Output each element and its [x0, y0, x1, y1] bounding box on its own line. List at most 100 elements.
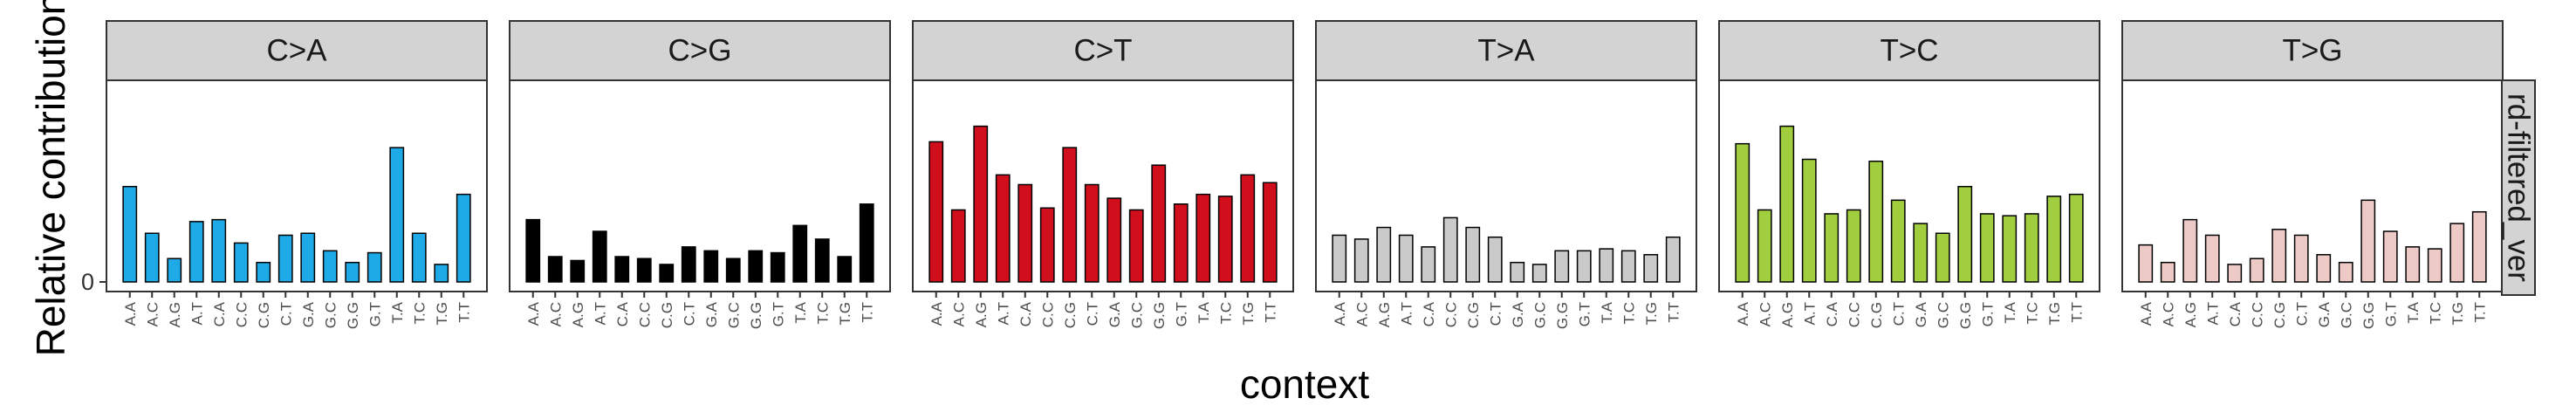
x-tick-label: T.T: [1262, 302, 1278, 323]
x-tick-label: A.C: [1353, 302, 1370, 326]
bar-G.A: [1913, 223, 1929, 283]
bar-G.G: [1151, 164, 1167, 283]
strip-label: C>G: [668, 34, 732, 68]
x-tick-label: G.G: [1554, 302, 1571, 329]
facet-panels: C>A A.A A.C A.G A.T C.A C.C C.G C.T G.A G.C G.G G.T T…: [106, 20, 2504, 329]
bar-G.G: [1554, 250, 1570, 283]
x-tick-label: A.G: [973, 302, 990, 327]
bar-C.A: [2227, 264, 2243, 283]
x-tick-label: A.G: [1779, 302, 1796, 327]
strip-label: C>A: [266, 34, 327, 68]
bar-T.C: [1620, 250, 1636, 283]
x-tick-label: T.T: [456, 302, 472, 323]
x-tick-label: T.C: [1620, 302, 1637, 325]
strip-label: C>T: [1073, 34, 1132, 68]
x-tick-label: T.C: [814, 302, 831, 325]
bar-T.T: [2068, 193, 2084, 283]
x-tick-label: T.T: [2068, 302, 2085, 323]
bar-G.G: [2360, 199, 2376, 283]
x-tick-label: C.A: [2227, 301, 2244, 326]
bar-G.A: [2316, 254, 2332, 283]
x-tick-label: G.C: [1531, 302, 1548, 328]
bar-A.G: [1779, 125, 1795, 283]
x-tick-label: T.T: [1665, 302, 1682, 323]
x-tick-label: T.C: [1217, 302, 1234, 325]
x-tick-label: G.A: [1913, 301, 1929, 327]
x-tick-label: A.A: [2138, 301, 2155, 326]
bar-G.C: [2338, 261, 2353, 283]
x-tick-label: A.A: [1332, 301, 1348, 326]
bar-C.G: [659, 264, 675, 283]
bar-T.A: [1599, 248, 1614, 283]
x-tick-label: T.T: [2471, 302, 2488, 323]
strip-background: [1315, 20, 1697, 81]
x-tick-label: T.C: [2024, 302, 2040, 325]
bar-A.T: [2204, 234, 2220, 283]
bar-C.T: [2293, 234, 2309, 283]
x-tick-label: G.C: [2338, 302, 2354, 328]
x-tick-label: A.C: [1757, 302, 1773, 326]
x-tick-label: C.T: [1890, 302, 1907, 326]
facet-C-to-T: C>T A.A A.C A.G A.T C.A C.C C.G C.T G.A G.C G.G G.T T…: [912, 20, 1294, 329]
x-tick-label: A.C: [547, 302, 564, 326]
x-tick-label: C.T: [2293, 302, 2310, 326]
x-tick-label: C.C: [233, 302, 250, 327]
x-axis-title: context: [1240, 361, 1370, 407]
x-tick-label: T.G: [1643, 302, 1660, 325]
bar-C.T: [681, 246, 696, 283]
x-tick-label: G.A: [1510, 301, 1526, 327]
bar-C.A: [614, 256, 630, 283]
x-tick-label: C.C: [2249, 302, 2265, 327]
x-tick-label: G.T: [1979, 302, 1996, 326]
x-tick-label: C.C: [1442, 302, 1459, 327]
bar-G.A: [703, 250, 719, 283]
strip-label: T>C: [1880, 34, 1938, 68]
bar-G.T: [1576, 250, 1592, 283]
x-tick-label: G.G: [748, 302, 764, 329]
strip-label: T>A: [1477, 34, 1535, 68]
bar-G.T: [367, 251, 382, 283]
x-tick-label: T.A: [1599, 301, 1615, 323]
x-tick-label: G.G: [1151, 302, 1168, 329]
x-tick-label: G.A: [300, 301, 317, 327]
bar-T.A: [2002, 215, 2018, 283]
bar-A.G: [570, 259, 586, 283]
row-strip-label: rd-filtered_ver: [2502, 93, 2536, 282]
x-tick-label: C.G: [659, 302, 675, 328]
bar-T.A: [389, 147, 405, 283]
x-tick-label: C.G: [1062, 302, 1079, 328]
bar-T.G: [434, 264, 449, 283]
x-tick-label: T.A: [792, 301, 809, 323]
bar-G.A: [1106, 197, 1122, 283]
panel-frame: [1718, 79, 2100, 292]
panel-frame: [2121, 79, 2504, 292]
x-tick-label: C.T: [277, 302, 294, 326]
y-axis-title: Relative contribution: [28, 0, 73, 356]
bar-G.G: [1957, 185, 1973, 283]
x-tick-label: A.G: [1376, 302, 1393, 327]
strip-label: T>G: [2282, 34, 2342, 68]
x-tick-label: A.G: [570, 302, 586, 327]
bar-G.C: [1935, 232, 1950, 283]
bar-C.A: [211, 218, 227, 283]
x-tick-label: C.C: [1846, 302, 1862, 327]
bar-C.G: [2271, 229, 2287, 283]
bar-A.C: [1353, 238, 1369, 283]
x-tick-label: T.T: [859, 302, 875, 323]
x-tick-label: T.C: [411, 302, 428, 325]
x-tick-label: T.G: [434, 302, 450, 325]
bar-C.C: [1846, 209, 1861, 283]
panel-frame: [1315, 79, 1697, 292]
bar-A.C: [1757, 209, 1772, 283]
bar-G.G: [345, 261, 360, 283]
x-tick-label: C.A: [1421, 301, 1437, 326]
row-strip: rd-filtered_ver: [2501, 79, 2536, 296]
bar-A.A: [1735, 142, 1750, 283]
x-tick-label: T.C: [2427, 302, 2443, 325]
x-tick-label: A.T: [188, 302, 205, 325]
bar-T.C: [411, 232, 427, 283]
bar-A.C: [950, 209, 966, 283]
x-tick-label: A.T: [995, 302, 1011, 325]
y-axis: Relative contribution 0: [28, 0, 106, 356]
bar-C.G: [256, 261, 271, 283]
